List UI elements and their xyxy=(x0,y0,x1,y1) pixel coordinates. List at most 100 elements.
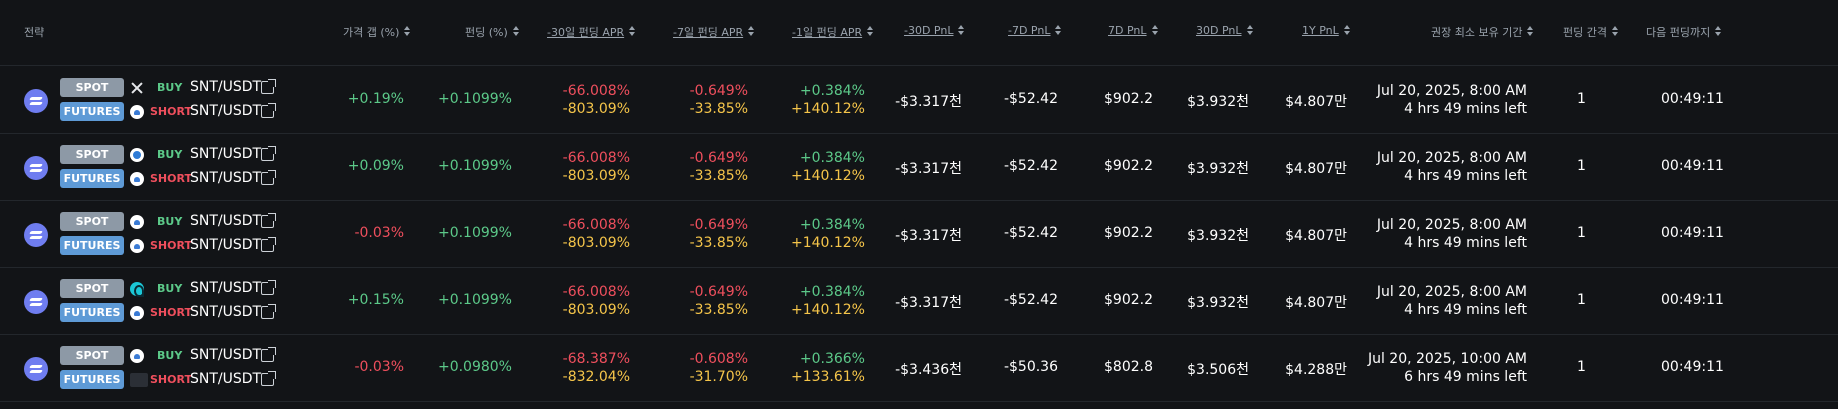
sort-icon xyxy=(403,26,411,38)
table-row[interactable]: SPOT FUTURES BUY SHORT SNT/USDT SNT/USDT… xyxy=(0,67,1838,134)
hold-until-date: Jul 20, 2025, 8:00 AM xyxy=(1376,284,1527,300)
table-header: 전략 가격 갭 (%) 펀딩 (%) -30일 펀딩 APR -7일 펀딩 AP… xyxy=(0,0,1838,66)
pnl-1y-value: $4.807만 xyxy=(1285,228,1347,244)
hold-time-left: 4 hrs 49 mins left xyxy=(1404,168,1527,184)
x-exchange-icon xyxy=(130,81,144,95)
sort-icon xyxy=(512,26,520,38)
short-label: SHORT xyxy=(150,105,192,118)
apr-7d-annual: -33.85% xyxy=(689,168,748,184)
apr-1d-cell: +0.384% +140.12% xyxy=(791,82,865,118)
external-link-icon[interactable] xyxy=(261,146,276,161)
spot-pair: SNT/USDT xyxy=(190,280,262,296)
external-link-icon[interactable] xyxy=(261,237,276,252)
futures-badge: FUTURES xyxy=(60,370,124,389)
futures-pair: SNT/USDT xyxy=(190,103,262,119)
apr-7d-cell: -0.649% -33.85% xyxy=(690,149,748,185)
pnl-30d-value: $3.932천 xyxy=(1187,295,1249,311)
apr-1d-cell: +0.384% +140.12% xyxy=(791,149,865,185)
header-pnl-30d[interactable]: 30D PnL xyxy=(1196,24,1254,37)
external-link-icon[interactable] xyxy=(261,280,276,295)
external-link-icon[interactable] xyxy=(261,170,276,185)
table-row[interactable]: SPOT FUTURES BUY SHORT SNT/USDT SNT/USDT… xyxy=(0,268,1838,335)
short-label: SHORT xyxy=(150,172,192,185)
apr-1d-value: +0.384% xyxy=(799,284,865,300)
spot-badge: SPOT xyxy=(60,78,124,97)
table-row[interactable]: SPOT FUTURES BUY SHORT SNT/USDT SNT/USDT… xyxy=(0,134,1838,201)
apr-1d-value: +0.366% xyxy=(799,351,865,367)
header-pnl-minus30d[interactable]: -30D PnL xyxy=(904,24,965,37)
apr-30d-annual: -803.09% xyxy=(562,101,630,117)
apr-7d-cell: -0.649% -33.85% xyxy=(690,283,748,319)
apr-30d-annual: -803.09% xyxy=(562,302,630,318)
header-pnl-7d[interactable]: 7D PnL xyxy=(1108,24,1159,37)
snt-coin-icon xyxy=(24,156,48,180)
header-price-gap[interactable]: 가격 갭 (%) xyxy=(343,24,411,40)
pnl-minus7d-value: -$52.42 xyxy=(1003,158,1058,174)
sort-icon xyxy=(1151,24,1159,37)
pnl-minus30d-value: -$3.317천 xyxy=(895,161,962,177)
spot-pair: SNT/USDT xyxy=(190,213,262,229)
external-link-icon[interactable] xyxy=(261,213,276,228)
pnl-minus30d-value: -$3.317천 xyxy=(895,295,962,311)
pnl-7d-value: $902.2 xyxy=(1104,225,1153,241)
apr-30d-value: -66.008% xyxy=(562,217,630,233)
cloud-exchange-icon xyxy=(130,306,144,320)
apr-1d-annual: +133.61% xyxy=(790,369,865,385)
apr-30d-cell: -66.008% -803.09% xyxy=(563,283,630,319)
header-hold-period[interactable]: 권장 최소 보유 기간 xyxy=(1431,24,1534,40)
apr-7d-annual: -33.85% xyxy=(689,101,748,117)
hold-period-cell: Jul 20, 2025, 8:00 AM 4 hrs 49 mins left xyxy=(1377,216,1527,252)
pnl-minus7d-value: -$52.42 xyxy=(1003,225,1058,241)
pnl-minus7d-value: -$52.42 xyxy=(1003,91,1058,107)
external-link-icon[interactable] xyxy=(261,79,276,94)
header-apr-30d[interactable]: -30일 펀딩 APR xyxy=(547,24,636,40)
next-funding-countdown: 00:49:11 xyxy=(1661,91,1724,107)
header-pnl-minus7d[interactable]: -7D PnL xyxy=(1008,24,1062,37)
header-next-funding[interactable]: 다음 펀딩까지 xyxy=(1646,24,1722,40)
header-funding[interactable]: 펀딩 (%) xyxy=(465,24,520,40)
header-pnl-1y[interactable]: 1Y PnL xyxy=(1302,24,1351,37)
header-apr-1d[interactable]: -1일 펀딩 APR xyxy=(792,24,874,40)
funding-interval-value: 1 xyxy=(1577,359,1586,375)
apr-7d-cell: -0.649% -33.85% xyxy=(690,216,748,252)
apr-7d-annual: -31.70% xyxy=(689,369,748,385)
apr-1d-value: +0.384% xyxy=(799,83,865,99)
cloud-exchange-icon xyxy=(130,215,144,229)
header-funding-interval[interactable]: 펀딩 간격 xyxy=(1563,24,1619,40)
funding-value: +0.1099% xyxy=(437,225,512,241)
external-link-icon[interactable] xyxy=(261,304,276,319)
hold-time-left: 4 hrs 49 mins left xyxy=(1404,101,1527,117)
next-funding-countdown: 00:49:11 xyxy=(1661,225,1724,241)
short-label: SHORT xyxy=(150,306,192,319)
header-apr-7d[interactable]: -7일 펀딩 APR xyxy=(673,24,755,40)
external-link-icon[interactable] xyxy=(261,371,276,386)
external-link-icon[interactable] xyxy=(261,347,276,362)
apr-30d-value: -68.387% xyxy=(562,351,630,367)
table-row[interactable]: SPOT FUTURES BUY SHORT SNT/USDT SNT/USDT… xyxy=(0,335,1838,402)
hold-until-date: Jul 20, 2025, 10:00 AM xyxy=(1367,351,1527,367)
hold-period-cell: Jul 20, 2025, 8:00 AM 4 hrs 49 mins left xyxy=(1377,149,1527,185)
hold-period-cell: Jul 20, 2025, 8:00 AM 4 hrs 49 mins left xyxy=(1377,283,1527,319)
apr-1d-annual: +140.12% xyxy=(790,101,865,117)
hold-until-date: Jul 20, 2025, 8:00 AM xyxy=(1376,217,1527,233)
cloud-exchange-icon xyxy=(130,172,144,186)
funding-interval-value: 1 xyxy=(1577,91,1586,107)
apr-7d-value: -0.649% xyxy=(689,284,748,300)
table-row[interactable]: SPOT FUTURES BUY SHORT SNT/USDT SNT/USDT… xyxy=(0,201,1838,268)
buy-label: BUY xyxy=(157,282,183,295)
hold-period-cell: Jul 20, 2025, 10:00 AM 6 hrs 49 mins lef… xyxy=(1368,350,1527,386)
futures-badge: FUTURES xyxy=(60,102,124,121)
ring-exchange-icon xyxy=(130,148,144,162)
hold-period-cell: Jul 20, 2025, 8:00 AM 4 hrs 49 mins left xyxy=(1377,82,1527,118)
snt-coin-icon xyxy=(24,290,48,314)
external-link-icon[interactable] xyxy=(261,103,276,118)
price-gap-value: +0.15% xyxy=(347,292,404,308)
price-gap-value: -0.03% xyxy=(354,225,404,241)
futures-badge: FUTURES xyxy=(60,303,124,322)
apr-1d-cell: +0.384% +140.12% xyxy=(791,216,865,252)
hold-time-left: 4 hrs 49 mins left xyxy=(1404,235,1527,251)
sort-icon xyxy=(1611,26,1619,38)
sort-icon xyxy=(1714,26,1722,38)
funding-value: +0.1099% xyxy=(437,158,512,174)
